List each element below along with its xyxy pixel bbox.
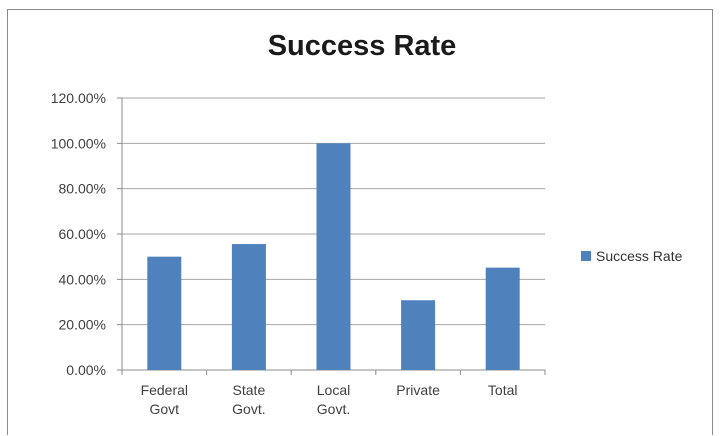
- x-tick-label: Local: [317, 382, 350, 398]
- y-tick-label: 100.00%: [51, 135, 106, 151]
- chart-title: Success Rate: [267, 30, 457, 62]
- x-tick-label: Private: [396, 382, 440, 398]
- legend-label: Success Rate: [596, 248, 683, 264]
- chart-legend: Success Rate: [581, 248, 682, 264]
- x-tick-label: Govt: [150, 401, 180, 417]
- y-tick-label: 80.00%: [59, 181, 106, 197]
- x-tick-label: Govt.: [317, 401, 350, 417]
- y-tick-label: 0.00%: [66, 362, 106, 378]
- bar: [401, 300, 436, 370]
- x-tick-label: Govt.: [232, 401, 265, 417]
- legend-swatch: [581, 251, 591, 261]
- y-tick-label: 120.00%: [51, 90, 106, 106]
- y-tick-label: 20.00%: [59, 317, 106, 333]
- bar: [147, 256, 182, 370]
- x-tick-label: State: [233, 382, 266, 398]
- y-tick-label: 60.00%: [59, 226, 106, 242]
- x-tick-label: Federal: [141, 382, 188, 398]
- bar: [231, 244, 266, 370]
- chart-frame: [7, 9, 713, 435]
- bar: [485, 267, 520, 370]
- y-tick-label: 40.00%: [59, 271, 106, 287]
- bar: [316, 143, 351, 370]
- x-tick-label: Total: [488, 382, 518, 398]
